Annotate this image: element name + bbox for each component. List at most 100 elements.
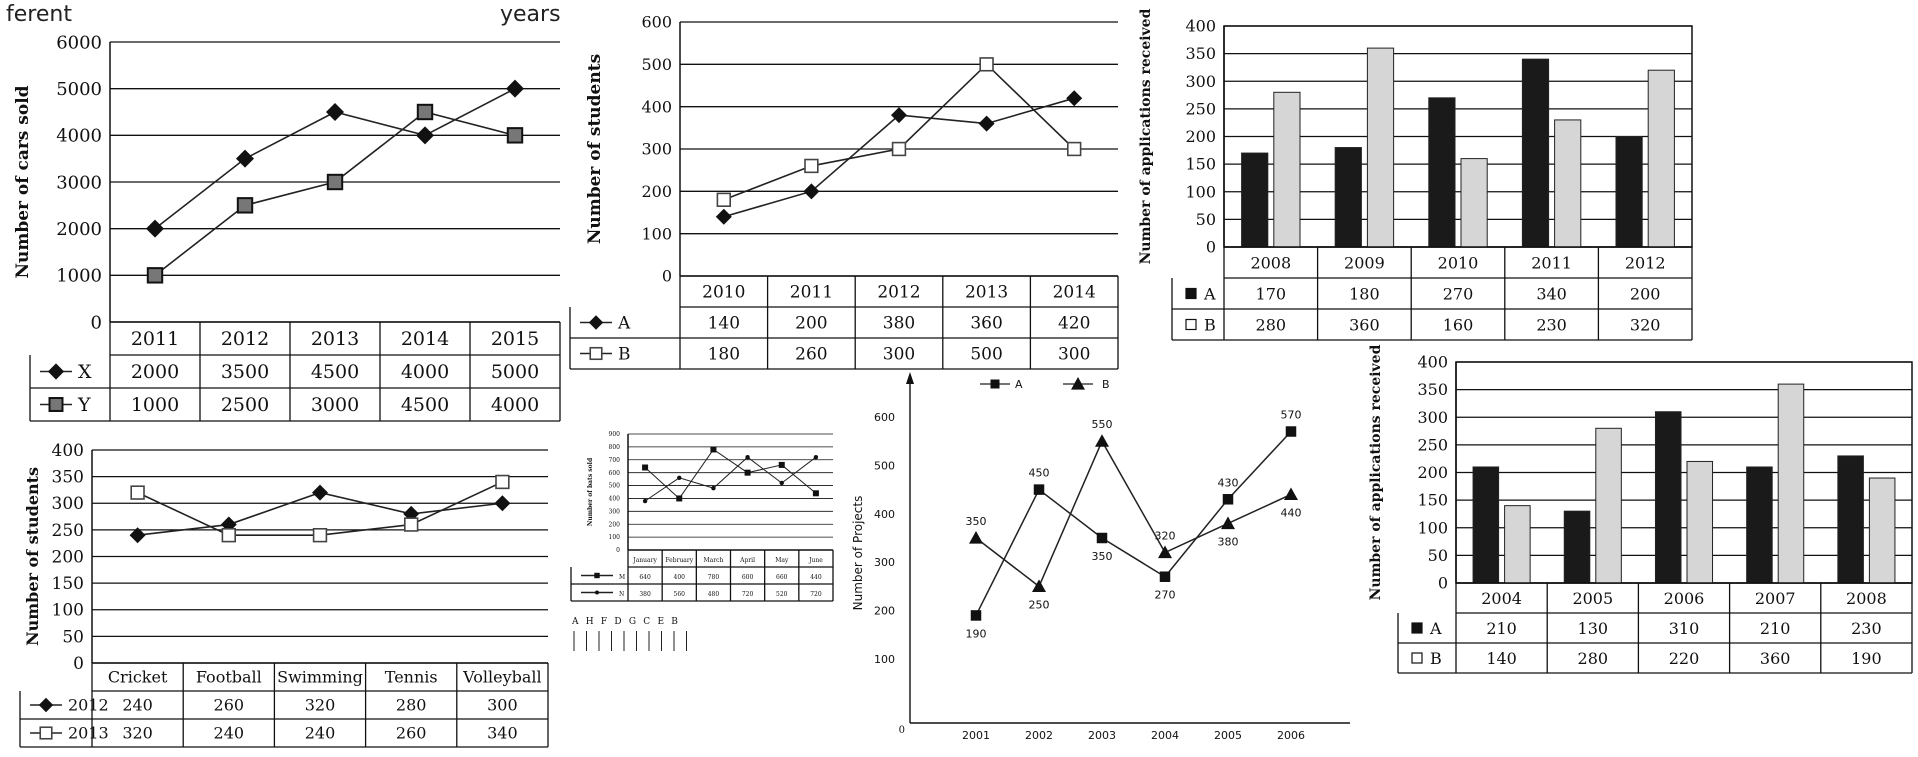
bar-A-2008 <box>1241 152 1269 248</box>
y-tick-label: 100 <box>1185 182 1216 201</box>
x-tick-label: 2006 <box>1277 729 1305 742</box>
table-value: 260 <box>396 724 427 743</box>
table-value: 2500 <box>221 394 269 416</box>
point-N-February <box>677 475 682 481</box>
fragment-text-right: years <box>500 2 561 27</box>
table-value: 210 <box>1486 619 1517 638</box>
y-tick-label: 400 <box>609 496 621 503</box>
y-tick-label: 200 <box>1185 127 1216 146</box>
bar-B-2007 <box>1777 383 1805 584</box>
point-X-2013 <box>326 103 344 121</box>
category-label: 2014 <box>401 328 449 350</box>
data-label-B: 320 <box>1155 530 1176 543</box>
table-value: 280 <box>1256 316 1287 335</box>
arrow-letters: A H F D G C E B <box>571 617 680 627</box>
y-tick-label: 100 <box>1417 518 1448 537</box>
legend-label-Y: Y <box>77 394 91 416</box>
table-value: 140 <box>1486 649 1517 668</box>
series-line-A <box>975 431 1292 616</box>
point-2013-Cricket <box>130 485 145 500</box>
point-X-2014 <box>416 126 434 145</box>
point-A-2012 <box>891 107 907 124</box>
data-label-A: 350 <box>1092 550 1113 563</box>
table-value: 270 <box>1443 285 1474 304</box>
point-N-April <box>745 455 750 460</box>
y-tick-label: 300 <box>52 494 84 514</box>
category-label: 2005 <box>1572 589 1613 608</box>
series-line-B <box>723 63 1075 201</box>
point-B-2013 <box>979 57 994 72</box>
y-axis-label: Number of bats sold <box>587 457 594 526</box>
y-tick-label: 200 <box>874 605 895 618</box>
table-value: 230 <box>1851 619 1882 638</box>
point-A-2005 <box>1222 494 1234 505</box>
chart-applications-2008: 0 50 100 150 200 250 300 350 400 Number of applic… <box>1138 8 1693 341</box>
y-tick-label: 600 <box>609 470 621 477</box>
category-label: 2015 <box>491 328 539 350</box>
table-value: 240 <box>122 696 153 715</box>
point-M-June <box>812 490 819 497</box>
legend-label-A: A <box>1203 285 1216 304</box>
table-value: 4500 <box>401 394 449 416</box>
legend-marker-B <box>1071 377 1085 390</box>
category-label: Tennis <box>385 668 438 687</box>
table-value: 720 <box>742 591 754 598</box>
table-value: 300 <box>1058 345 1090 365</box>
category-label: 2009 <box>1344 254 1385 273</box>
data-label-A: 190 <box>966 627 987 640</box>
series-line-Y <box>154 111 516 276</box>
y-tick-label: 200 <box>609 521 621 528</box>
table-value: 360 <box>1349 316 1380 335</box>
bar-A-2006 <box>1654 411 1682 584</box>
y-tick-label: 400 <box>1417 353 1448 372</box>
y-tick-label: 0 <box>1206 238 1216 257</box>
category-label: 2007 <box>1755 589 1796 608</box>
table-value: 600 <box>742 574 754 581</box>
table-value: 1000 <box>131 394 179 416</box>
legend-label-X: X <box>78 361 92 383</box>
y-tick-label: 100 <box>874 653 895 666</box>
legend-label-B: B <box>618 345 631 365</box>
fragment-text-left: ferent <box>6 2 72 27</box>
y-tick-label: 300 <box>1417 408 1448 427</box>
point-2013-Tennis <box>403 517 419 532</box>
table-value: 260 <box>795 345 827 365</box>
bar-A-2010 <box>1428 97 1456 248</box>
table-value: 4000 <box>401 361 449 383</box>
y-tick-label: 50 <box>1428 546 1448 565</box>
y-tick-label: 600 <box>641 13 672 32</box>
data-label-A: 270 <box>1155 589 1176 602</box>
point-Y-2012 <box>236 197 254 214</box>
point-A-2001 <box>970 610 982 621</box>
point-N-May <box>779 480 784 486</box>
table-value: 520 <box>776 591 788 598</box>
data-label-B: 250 <box>1029 598 1050 611</box>
legend-label-B: B <box>1204 316 1216 335</box>
table-value: 3500 <box>221 361 269 383</box>
y-tick-label: 500 <box>641 55 672 74</box>
legend-marker-A <box>990 379 1000 389</box>
point-A-2014 <box>1066 90 1083 107</box>
table-value: 130 <box>1578 619 1609 638</box>
point-B-2010 <box>716 192 732 207</box>
point-X-2011 <box>146 219 164 238</box>
y-axis-label: Number of students <box>585 54 605 244</box>
legend-label-N: N <box>619 591 624 598</box>
category-label: February <box>665 557 693 564</box>
y-tick-label: 4000 <box>56 126 102 147</box>
y-tick-label: 50 <box>62 627 84 647</box>
table-value: 190 <box>1851 649 1882 668</box>
data-label-A: 450 <box>1029 467 1050 480</box>
y-tick-label: 300 <box>874 556 895 569</box>
table-value: 200 <box>795 314 827 334</box>
series-line-N <box>644 456 817 502</box>
table-value: 380 <box>639 591 651 598</box>
category-label: 2004 <box>1481 589 1522 608</box>
y-tick-label: 800 <box>609 444 621 451</box>
table-value: 440 <box>810 574 822 581</box>
data-label-B: 550 <box>1092 418 1113 431</box>
category-label: Swimming <box>277 668 363 687</box>
category-label: January <box>632 557 657 564</box>
category-label: April <box>739 557 755 564</box>
